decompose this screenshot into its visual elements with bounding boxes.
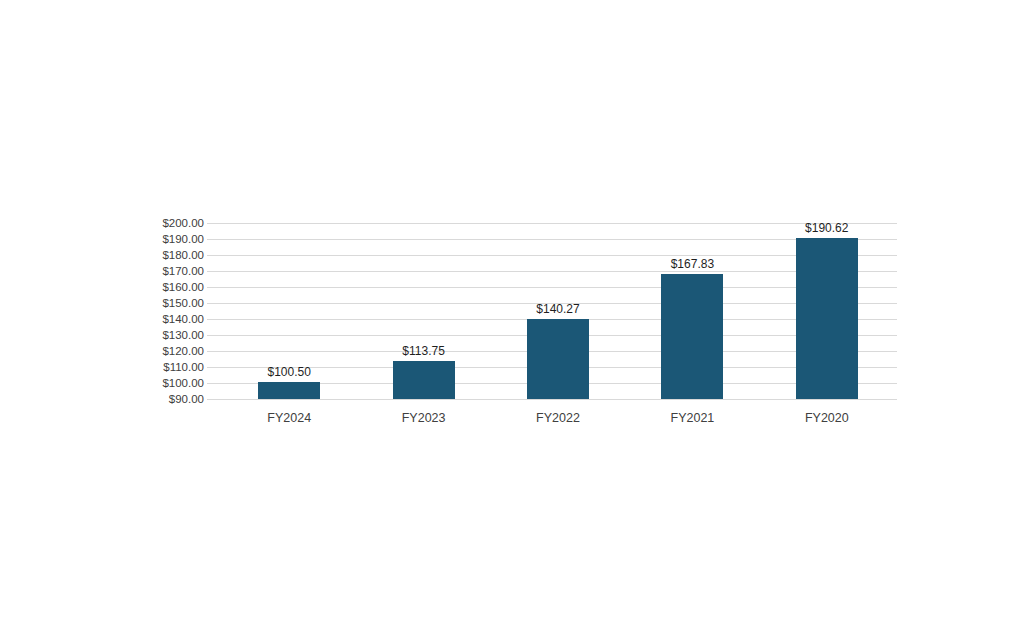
x-tick-label: FY2020	[777, 411, 877, 425]
y-tick-label: $200.00	[160, 215, 204, 231]
bar-value-label: $190.62	[782, 221, 872, 235]
y-tick-label: $90.00	[160, 391, 204, 407]
bar-fy2024	[258, 382, 320, 399]
y-tick-label: $130.00	[160, 327, 204, 343]
x-tick-label: FY2024	[239, 411, 339, 425]
y-tick-label: $110.00	[160, 359, 204, 375]
y-tick-label: $190.00	[160, 231, 204, 247]
bar-value-label: $113.75	[379, 344, 469, 358]
y-tick-label: $120.00	[160, 343, 204, 359]
gridline	[207, 239, 897, 240]
x-tick-label: FY2021	[642, 411, 742, 425]
bar-fy2021	[661, 274, 723, 399]
x-tick-label: FY2023	[374, 411, 474, 425]
bar-value-label: $100.50	[244, 365, 334, 379]
y-tick-label: $100.00	[160, 375, 204, 391]
bar-fy2020	[796, 238, 858, 399]
bar-value-label: $167.83	[647, 257, 737, 271]
bar-value-label: $140.27	[513, 302, 603, 316]
gridline	[207, 255, 897, 256]
x-axis: FY2024 FY2023 FY2022 FY2021 FY2020	[207, 407, 897, 429]
bar-chart: $200.00$190.00$180.00$170.00$160.00$150.…	[160, 215, 897, 430]
plot-area: $100.50 $113.75 $140.27 $167.83 $190.62	[207, 223, 897, 399]
y-tick-label: $160.00	[160, 279, 204, 295]
y-tick-label: $140.00	[160, 311, 204, 327]
gridline	[207, 399, 897, 400]
y-tick-label: $150.00	[160, 295, 204, 311]
page-canvas: { "page": { "background": "#FFFFFF" }, "…	[0, 0, 1032, 640]
bar-fy2023	[393, 361, 455, 399]
y-tick-label: $180.00	[160, 247, 204, 263]
y-tick-label: $170.00	[160, 263, 204, 279]
x-tick-label: FY2022	[508, 411, 608, 425]
bar-fy2022	[527, 319, 589, 399]
gridline	[207, 271, 897, 272]
gridline	[207, 287, 897, 288]
y-axis: $200.00$190.00$180.00$170.00$160.00$150.…	[160, 215, 204, 415]
